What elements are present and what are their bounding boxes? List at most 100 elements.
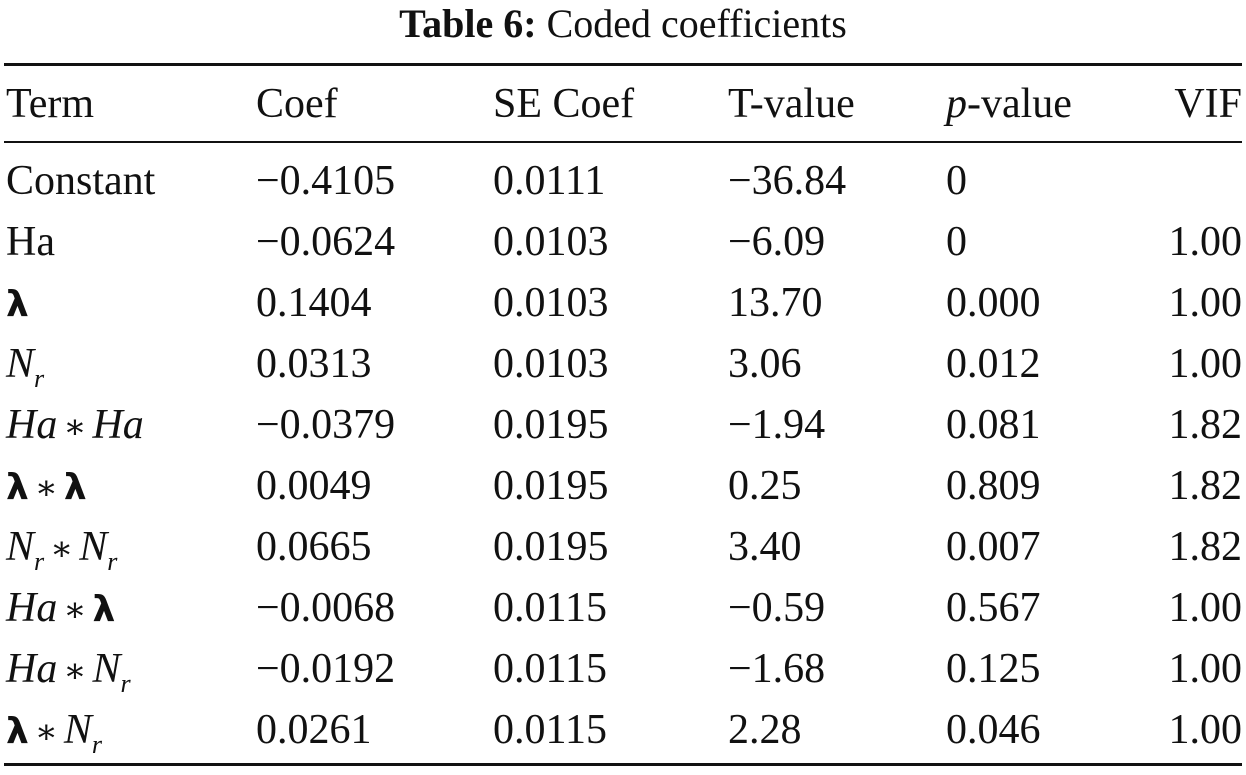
se-coef-cell: 0.0115 bbox=[493, 707, 607, 753]
lambda-symbol: λ bbox=[6, 467, 29, 508]
vif-cell: 1.00 bbox=[1168, 280, 1243, 326]
table-row: λ 0.1404 0.0103 13.70 0.000 1.00 bbox=[0, 273, 1246, 333]
star-operator: ∗ bbox=[63, 653, 87, 690]
n-symbol: N bbox=[79, 524, 108, 570]
header-vif: VIF bbox=[1174, 81, 1242, 127]
vif-cell: 1.82 bbox=[1168, 524, 1243, 570]
table-header-row: Term Coef SE Coef T-value p-value VIF bbox=[0, 74, 1246, 134]
se-coef-cell: 0.0103 bbox=[493, 219, 609, 265]
term-cell: Nr ∗ Nr bbox=[6, 517, 117, 592]
t-value-cell: 3.40 bbox=[728, 524, 802, 570]
top-rule bbox=[4, 63, 1242, 66]
t-value-cell: 2.28 bbox=[728, 707, 802, 753]
ha-symbol: Ha bbox=[6, 646, 58, 692]
table-caption-title: Coded coefficients bbox=[546, 1, 847, 46]
se-coef-cell: 0.0195 bbox=[493, 524, 609, 570]
p-value-cell: 0.046 bbox=[946, 707, 1041, 753]
ha-symbol: Ha bbox=[92, 402, 144, 448]
coef-cell: −0.0624 bbox=[256, 219, 396, 265]
vif-cell: 1.82 bbox=[1168, 463, 1243, 509]
p-value-cell: 0.809 bbox=[946, 463, 1041, 509]
se-coef-cell: 0.0103 bbox=[493, 280, 609, 326]
table-row: Ha ∗ λ −0.0068 0.0115 −0.59 0.567 1.00 bbox=[0, 578, 1246, 638]
term-cell: Ha ∗ Nr bbox=[6, 639, 131, 714]
coef-cell: 0.0049 bbox=[256, 463, 372, 509]
p-value-cell: 0.012 bbox=[946, 341, 1041, 387]
p-value-cell: 0.081 bbox=[946, 402, 1041, 448]
star-operator: ∗ bbox=[63, 409, 87, 446]
t-value-cell: −0.59 bbox=[728, 585, 826, 631]
n-symbol: N bbox=[63, 707, 92, 753]
lambda-symbol: λ bbox=[6, 711, 29, 752]
term-cell: λ bbox=[6, 273, 29, 335]
table-row: Ha ∗ Ha −0.0379 0.0195 −1.94 0.081 1.82 bbox=[0, 395, 1246, 455]
coef-cell: −0.0379 bbox=[256, 402, 396, 448]
table-row: λ ∗ Nr 0.0261 0.0115 2.28 0.046 1.00 bbox=[0, 700, 1246, 760]
se-coef-cell: 0.0103 bbox=[493, 341, 609, 387]
p-value-cell: 0.007 bbox=[946, 524, 1041, 570]
term-cell: Nr bbox=[6, 334, 44, 409]
t-value-cell: −6.09 bbox=[728, 219, 826, 265]
se-coef-cell: 0.0115 bbox=[493, 585, 607, 631]
se-coef-cell: 0.0115 bbox=[493, 646, 607, 692]
table-row: Constant −0.4105 0.0111 −36.84 0 bbox=[0, 151, 1246, 211]
term-cell: λ ∗ λ bbox=[6, 456, 87, 519]
p-value-cell: 0 bbox=[946, 158, 967, 204]
star-operator: ∗ bbox=[50, 531, 74, 568]
vif-cell: 1.00 bbox=[1168, 341, 1243, 387]
term-cell: Ha ∗ Ha bbox=[6, 395, 144, 458]
coef-cell: −0.0192 bbox=[256, 646, 396, 692]
lambda-symbol: λ bbox=[92, 589, 116, 630]
se-coef-cell: 0.0111 bbox=[493, 158, 606, 204]
header-p-value: p-value bbox=[946, 74, 1072, 134]
lambda-symbol: λ bbox=[6, 284, 29, 325]
term-cell: Constant bbox=[6, 158, 156, 204]
term-cell: Ha ∗ λ bbox=[6, 578, 115, 641]
header-rule bbox=[4, 141, 1242, 143]
term-cell: λ ∗ Nr bbox=[6, 700, 102, 775]
table-caption-label: Table 6: bbox=[399, 1, 537, 46]
header-p-italic: p bbox=[946, 81, 967, 127]
vif-cell: 1.00 bbox=[1168, 585, 1243, 631]
table-row: Nr 0.0313 0.0103 3.06 0.012 1.00 bbox=[0, 334, 1246, 394]
vif-cell: 1.00 bbox=[1168, 707, 1243, 753]
star-operator: ∗ bbox=[63, 592, 87, 629]
bottom-rule bbox=[4, 763, 1242, 766]
header-t-value: T-value bbox=[728, 81, 855, 127]
term-cell: Ha bbox=[6, 219, 55, 265]
coef-cell: −0.4105 bbox=[256, 158, 396, 204]
coef-cell: 0.0665 bbox=[256, 524, 372, 570]
p-value-cell: 0.567 bbox=[946, 585, 1041, 631]
t-value-cell: 0.25 bbox=[728, 463, 802, 509]
t-value-cell: −36.84 bbox=[728, 158, 847, 204]
table-row: Nr ∗ Nr 0.0665 0.0195 3.40 0.007 1.82 bbox=[0, 517, 1246, 577]
r-subscript: r bbox=[91, 730, 103, 759]
t-value-cell: −1.94 bbox=[728, 402, 826, 448]
header-coef: Coef bbox=[256, 81, 338, 127]
se-coef-cell: 0.0195 bbox=[493, 402, 609, 448]
n-symbol: N bbox=[6, 524, 35, 570]
vif-cell: 1.00 bbox=[1168, 646, 1243, 692]
r-subscript: r bbox=[120, 669, 131, 698]
t-value-cell: −1.68 bbox=[728, 646, 826, 692]
vif-cell: 1.00 bbox=[1168, 219, 1243, 265]
r-subscript: r bbox=[34, 364, 45, 393]
table-row: Ha ∗ Nr −0.0192 0.0115 −1.68 0.125 1.00 bbox=[0, 639, 1246, 699]
lambda-symbol: λ bbox=[63, 467, 87, 508]
star-operator: ∗ bbox=[34, 714, 58, 751]
t-value-cell: 13.70 bbox=[728, 280, 823, 326]
p-value-cell: 0.125 bbox=[946, 646, 1041, 692]
n-symbol: N bbox=[92, 646, 121, 692]
r-subscript: r bbox=[34, 547, 45, 576]
se-coef-cell: 0.0195 bbox=[493, 463, 609, 509]
p-value-cell: 0.000 bbox=[946, 280, 1041, 326]
table-row: λ ∗ λ 0.0049 0.0195 0.25 0.809 1.82 bbox=[0, 456, 1246, 516]
r-subscript: r bbox=[107, 547, 118, 576]
table-row: Ha −0.0624 0.0103 −6.09 0 1.00 bbox=[0, 212, 1246, 272]
header-term: Term bbox=[6, 81, 95, 127]
ha-symbol: Ha bbox=[6, 402, 58, 448]
n-symbol: N bbox=[6, 341, 35, 387]
t-value-cell: 3.06 bbox=[728, 341, 802, 387]
header-se-coef: SE Coef bbox=[493, 81, 635, 127]
coef-cell: 0.1404 bbox=[256, 280, 372, 326]
